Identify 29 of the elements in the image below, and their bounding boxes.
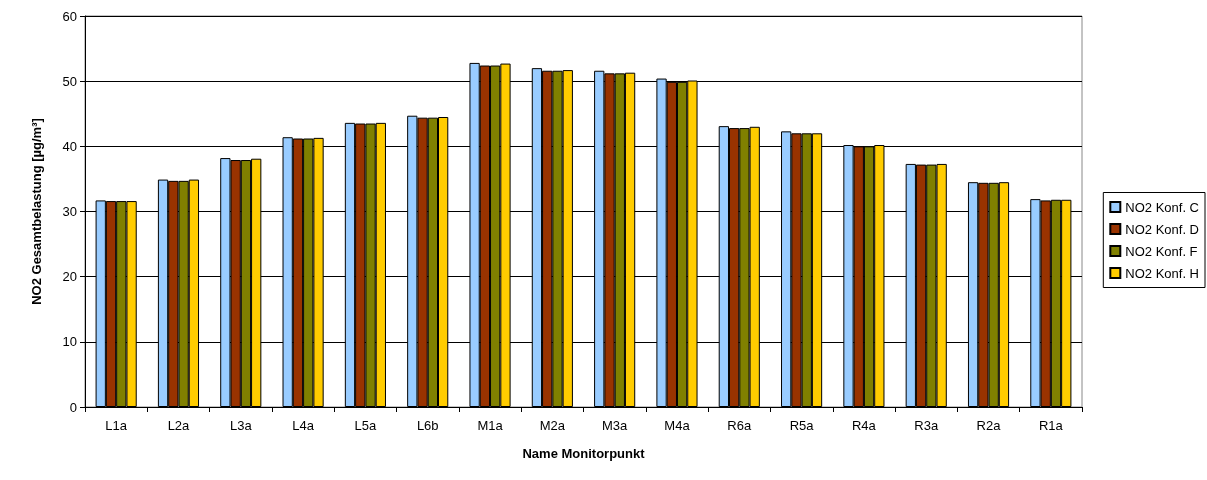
x-tick-label: R6a bbox=[727, 418, 752, 433]
y-tick-label: 50 bbox=[62, 73, 77, 89]
y-tick-label: 20 bbox=[62, 269, 77, 285]
x-tick-label: L1a bbox=[105, 418, 128, 433]
y-tick-label: 60 bbox=[62, 8, 77, 24]
x-tick-label: M2a bbox=[539, 418, 566, 433]
legend-label: NO2 Konf. H bbox=[1125, 265, 1200, 281]
x-tick-label: L2a bbox=[167, 418, 191, 433]
y-axis-title: NO2 Gesamtbelastung [µg/m³] bbox=[29, 118, 44, 305]
x-tick-label: R3a bbox=[914, 418, 939, 433]
x-tick-label: L5a bbox=[354, 418, 378, 433]
x-tick-label: R1a bbox=[1038, 418, 1064, 433]
x-tick-label: M1a bbox=[477, 418, 504, 433]
x-tick-label: L4a bbox=[292, 418, 315, 433]
y-tick-label: 30 bbox=[62, 204, 77, 219]
x-axis-title: Name Monitorpunkt bbox=[522, 446, 646, 461]
y-tick-label: 40 bbox=[62, 138, 77, 154]
x-tick-label: M3a bbox=[602, 418, 629, 433]
legend-label: NO2 Konf. C bbox=[1125, 199, 1200, 215]
y-tick-label: 0 bbox=[69, 399, 77, 415]
x-tick-label: R2a bbox=[976, 418, 1002, 433]
x-tick-label: R5a bbox=[789, 418, 815, 433]
legend-label: NO2 Konf. F bbox=[1125, 243, 1198, 259]
x-tick-label: L3a bbox=[229, 418, 253, 433]
legend-label: NO2 Konf. D bbox=[1125, 221, 1200, 237]
x-tick-label: M4a bbox=[664, 418, 691, 433]
x-tick-label: L6b bbox=[416, 418, 439, 433]
y-tick-label: 10 bbox=[62, 334, 77, 350]
x-tick-label: R4a bbox=[851, 418, 877, 433]
